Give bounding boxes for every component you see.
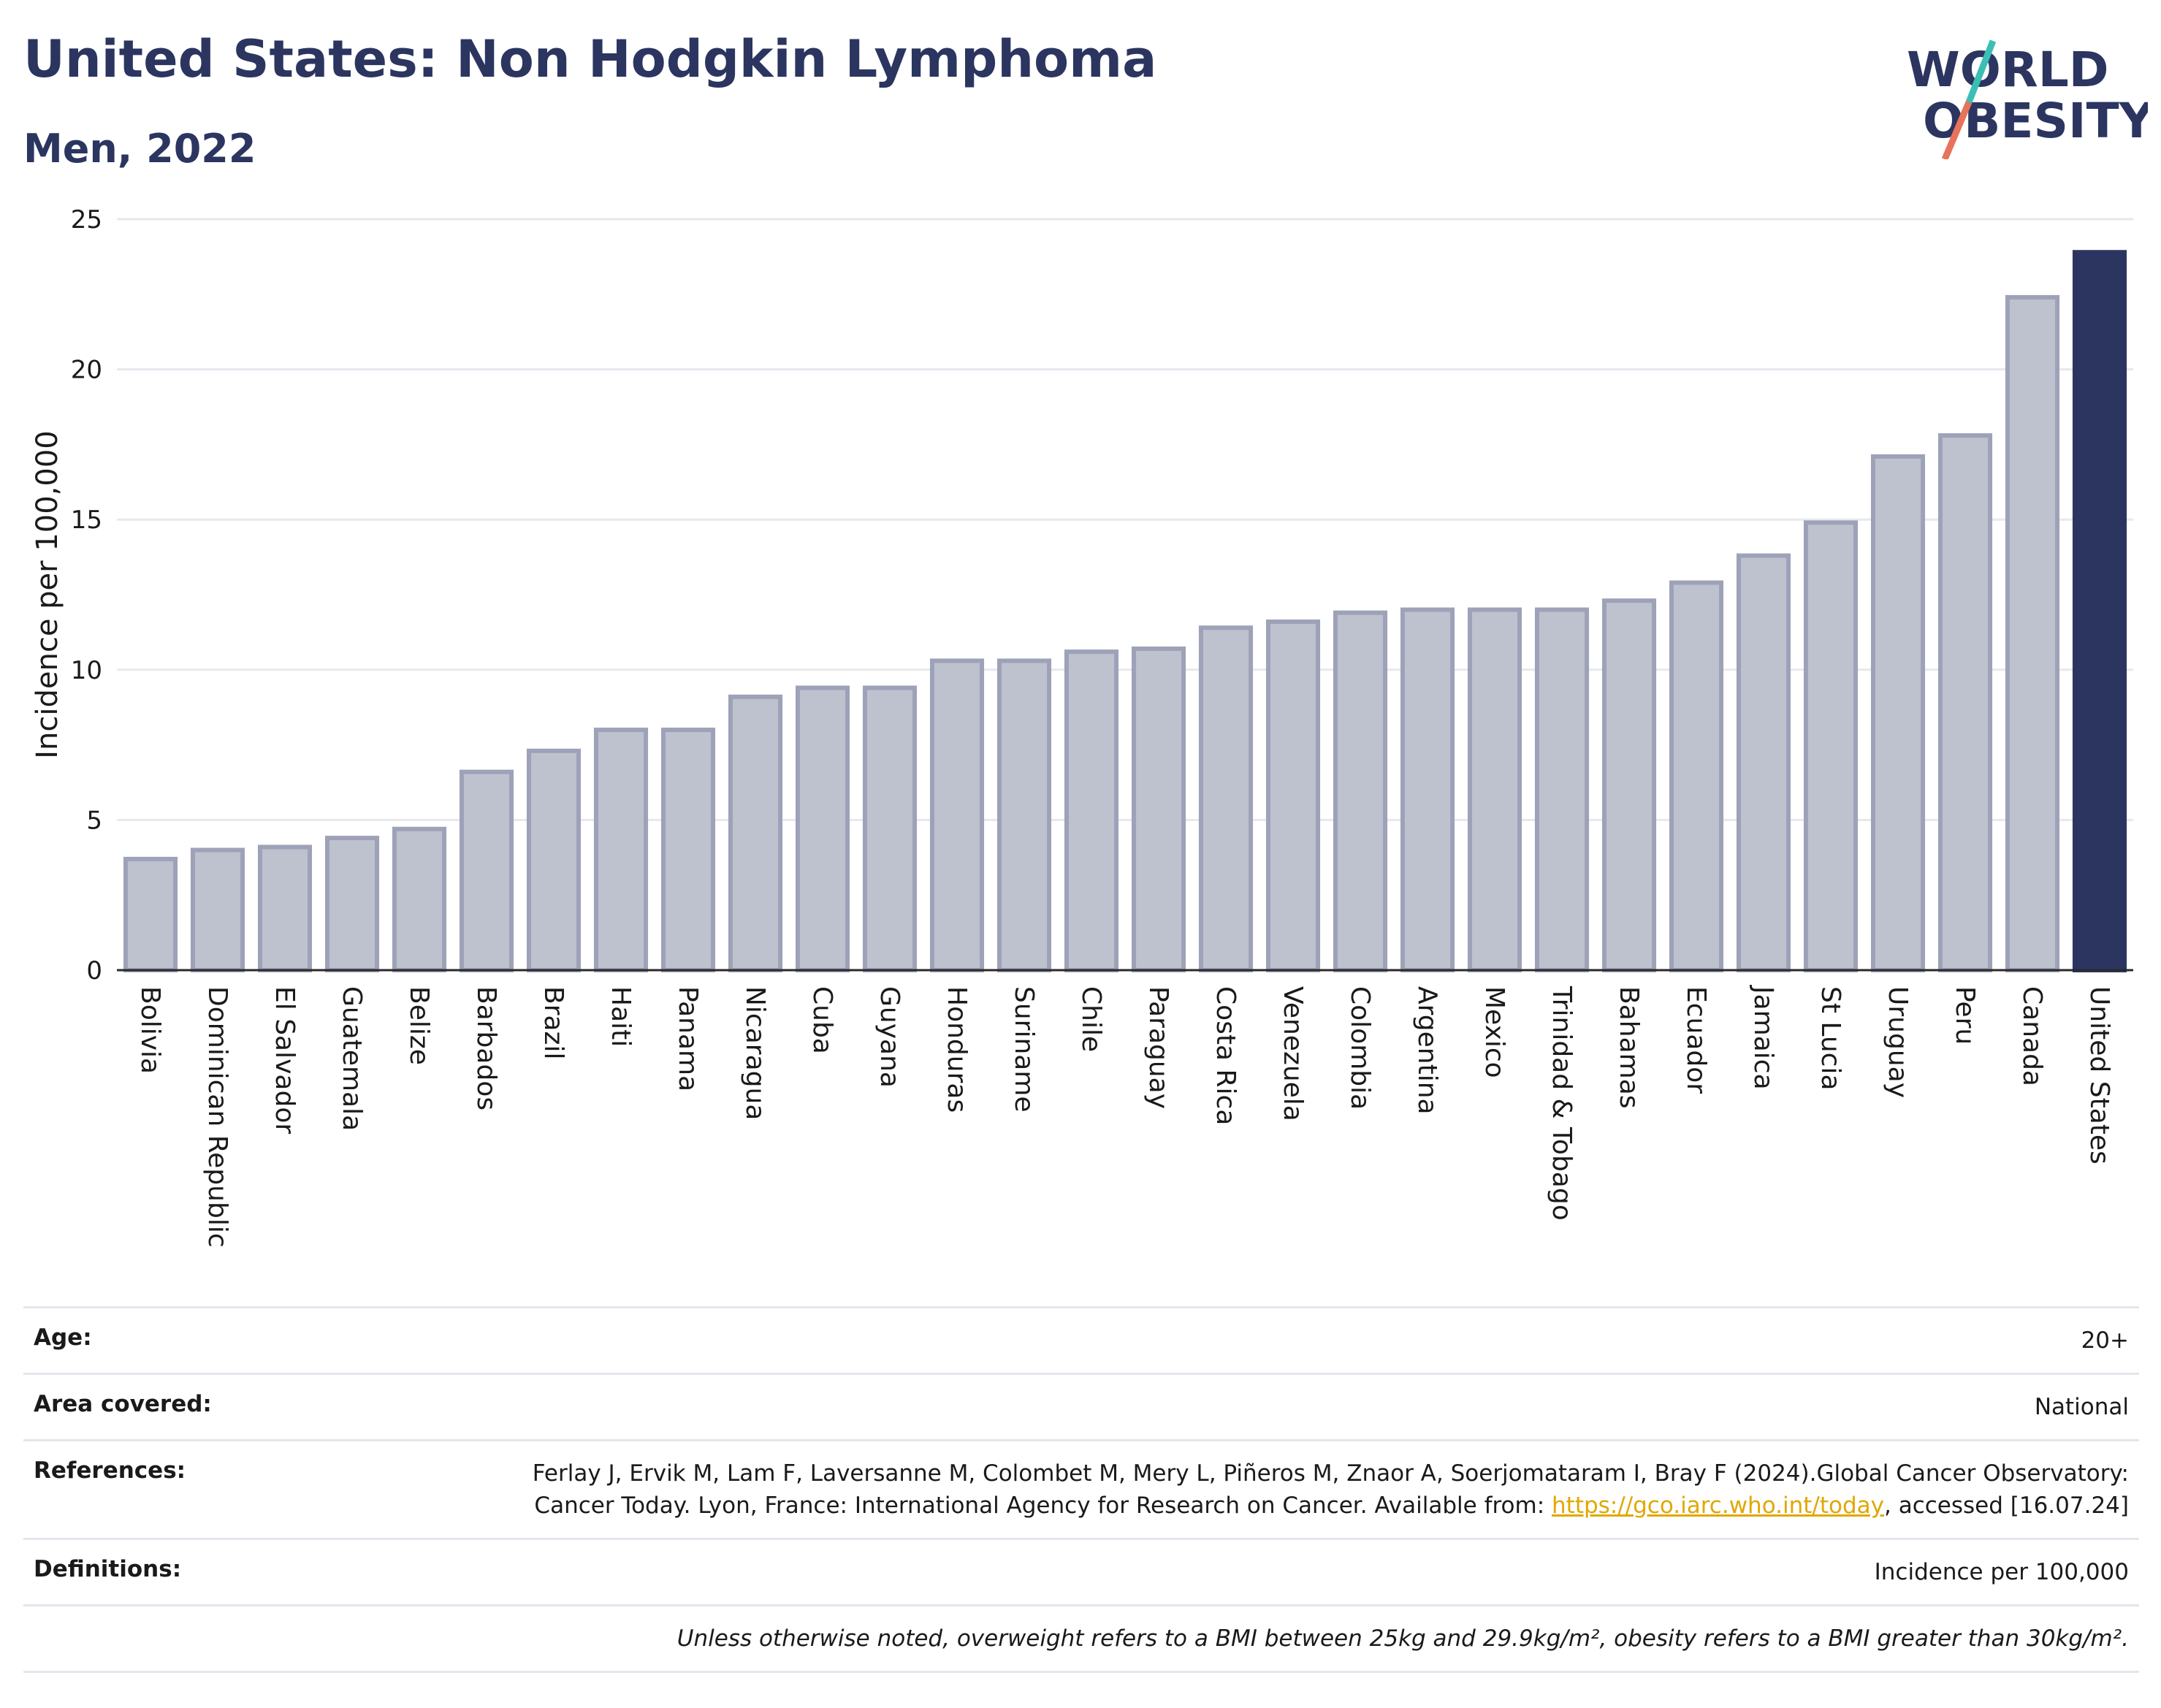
bar: [1803, 520, 1859, 972]
y-tick-label: 20: [71, 356, 102, 385]
bar: [996, 658, 1052, 972]
y-tick-label: 15: [71, 506, 102, 535]
area-value: National: [2034, 1394, 2129, 1420]
x-tick-label: Barbados: [471, 986, 501, 1110]
bar: [593, 728, 649, 972]
bar-chart: 0 5 10 15 20 25 Incidence per 100,000 Bolivia Do…: [31, 205, 2133, 1248]
y-tick-label: 5: [86, 806, 102, 835]
x-tick-label: Venezuela: [1278, 986, 1308, 1121]
references-value: Ferlay J, Ervik M, Lam F, Laversanne M, …: [449, 1457, 2129, 1522]
bar: [1601, 598, 1657, 972]
bar: [459, 769, 514, 972]
definitions-value: Incidence per 100,000: [1874, 1559, 2129, 1585]
x-tick-label: Canada: [2017, 986, 2047, 1086]
info-row-note: Unless otherwise noted, overweight refer…: [23, 1604, 2139, 1673]
x-tick-label: Costa Rica: [1211, 986, 1240, 1125]
chart-subtitle: Men, 2022: [23, 126, 256, 172]
x-tick-label: Peru: [1950, 986, 1980, 1045]
x-tick-label: Bolivia: [135, 986, 165, 1074]
bar: [2005, 294, 2060, 973]
bar: [728, 694, 783, 972]
y-tick-label: 0: [86, 956, 102, 985]
x-tick-label: Dominican Republic: [202, 986, 232, 1248]
bar: [526, 748, 582, 972]
bar: [2072, 250, 2127, 973]
bar: [929, 658, 985, 972]
bar: [1467, 607, 1522, 972]
bar: [190, 847, 245, 973]
logo-line1: WORLD: [1907, 42, 2109, 98]
logo-slash-top: [1965, 39, 1997, 104]
x-tick-label: Chile: [1076, 986, 1106, 1052]
x-tick-label: Haiti: [606, 986, 636, 1047]
y-tick-label: 10: [71, 656, 102, 685]
bar: [795, 685, 850, 972]
references-text: Ferlay J, Ervik M, Lam F, Laversanne M, …: [532, 1460, 2129, 1519]
x-tick-label: El Salvador: [270, 986, 300, 1134]
info-row-area: Area covered: National: [23, 1373, 2139, 1439]
bar: [257, 845, 313, 973]
info-row-age: Age: 20+: [23, 1306, 2139, 1373]
x-tick-label: Brazil: [538, 986, 568, 1059]
x-tick-label: Bahamas: [1614, 986, 1644, 1109]
x-tick-label: Colombia: [1345, 986, 1375, 1110]
x-tick-label: Mexico: [1479, 986, 1509, 1078]
area-label: Area covered:: [34, 1391, 212, 1417]
x-tick-label: United States: [2084, 986, 2114, 1164]
bar: [123, 856, 178, 973]
x-tick-label: Ecuador: [1681, 986, 1711, 1094]
bar: [1534, 607, 1590, 972]
definitions-label: Definitions:: [34, 1556, 182, 1582]
age-value: 20+: [2081, 1327, 2129, 1354]
x-tick-label: Uruguay: [1883, 986, 1913, 1098]
bar: [1400, 607, 1455, 972]
x-tick-label: Panama: [673, 986, 703, 1091]
x-tick-label: Jamaica: [1748, 985, 1778, 1090]
x-tick-label: St Lucia: [1815, 986, 1845, 1091]
x-tick-label: Guyana: [874, 986, 904, 1088]
x-tick-label: Suriname: [1009, 986, 1039, 1113]
x-tick-label: Nicaragua: [740, 986, 770, 1120]
bar: [1198, 625, 1254, 972]
bar: [392, 826, 447, 973]
info-table: Age: 20+ Area covered: National Referenc…: [23, 1306, 2139, 1673]
bar: [1265, 619, 1321, 972]
world-obesity-logo: WORLD OBESITY: [1907, 39, 2148, 159]
logo-slash-bottom: [1941, 101, 1973, 159]
bar: [660, 728, 716, 972]
x-tick-label: Honduras: [942, 986, 972, 1113]
bar: [1736, 553, 1791, 972]
age-label: Age:: [34, 1324, 92, 1351]
bar: [1669, 580, 1724, 972]
info-row-definitions: Definitions: Incidence per 100,000: [23, 1538, 2139, 1604]
y-axis-label: Incidence per 100,000: [31, 430, 64, 759]
bar: [1937, 433, 1993, 972]
bar: [1131, 647, 1186, 972]
bmi-note: Unless otherwise noted, overweight refer…: [676, 1625, 2129, 1652]
bar: [1064, 649, 1119, 972]
x-tick-label: Argentina: [1412, 986, 1442, 1115]
bar: [1333, 610, 1388, 972]
bar: [324, 836, 380, 973]
bar: [1870, 454, 1926, 972]
references-tail: , accessed [16.07.24]: [1883, 1492, 2129, 1519]
references-label: References:: [34, 1457, 186, 1484]
chart-title: United States: Non Hodgkin Lymphoma: [23, 29, 1157, 89]
x-tick-label: Guatemala: [337, 986, 367, 1131]
references-link[interactable]: https://gco.iarc.who.int/today: [1552, 1492, 1884, 1519]
x-tick-label: Belize: [404, 986, 434, 1065]
info-row-references: References: Ferlay J, Ervik M, Lam F, La…: [23, 1439, 2139, 1538]
x-tick-label: Paraguay: [1143, 986, 1173, 1109]
x-tick-label: Cuba: [807, 986, 837, 1054]
y-tick-label: 25: [71, 205, 102, 235]
x-tick-label: Trinidad & Tobago: [1547, 985, 1577, 1221]
logo-line2: OBESITY: [1923, 93, 2148, 149]
bar: [862, 685, 918, 972]
